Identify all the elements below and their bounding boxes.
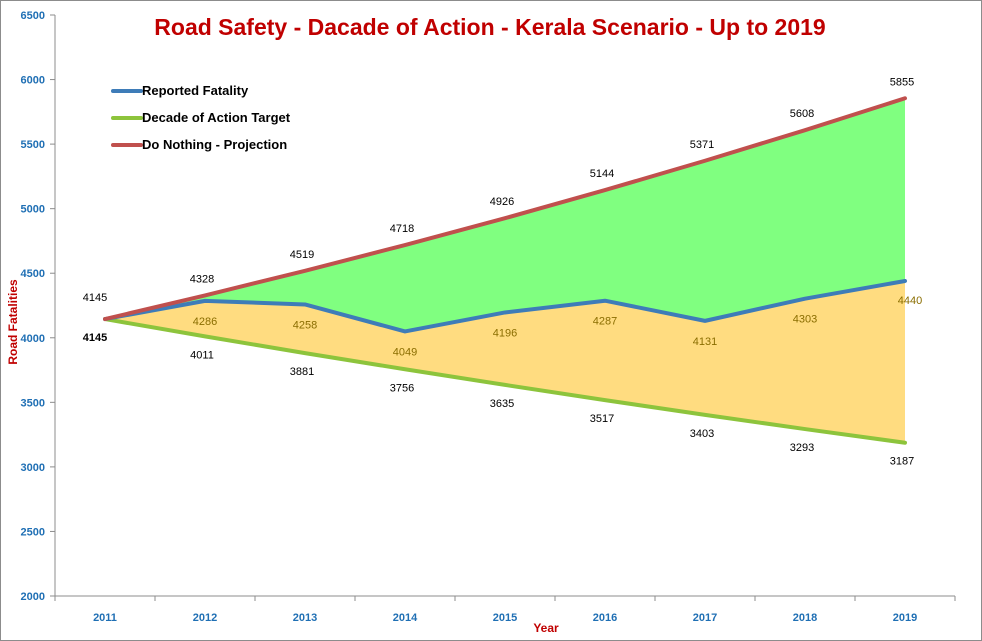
x-tick-label: 2011 <box>93 612 117 624</box>
y-tick-label: 4000 <box>21 333 45 345</box>
plot-area <box>103 96 907 445</box>
data-label-do-nothing: 4926 <box>490 196 514 208</box>
data-label-decade-target: 3635 <box>490 398 514 410</box>
data-label-do-nothing: 5144 <box>590 168 614 180</box>
data-label-decade-target: 3756 <box>390 382 414 394</box>
x-tick-label: 2013 <box>293 612 317 624</box>
x-tick-label: 2016 <box>593 612 617 624</box>
x-tick-label: 2014 <box>393 612 418 624</box>
y-tick-label: 2500 <box>21 526 45 538</box>
data-label-reported-fatality: 4440 <box>898 295 922 307</box>
legend-label: Reported Fatality <box>142 83 249 98</box>
axes: 2000 2500 3000 3500 4000 4500 5000 5500 6000 6500… <box>21 10 956 624</box>
data-label-decade-target: 3881 <box>290 366 314 378</box>
data-label-do-nothing: 5371 <box>690 139 714 151</box>
data-label-do-nothing: 4145 <box>83 292 107 304</box>
data-label-reported-fatality: 4303 <box>793 314 817 326</box>
data-label-do-nothing: 5855 <box>890 76 914 88</box>
y-tick-label: 4500 <box>21 268 45 280</box>
data-label-do-nothing: 4328 <box>190 273 214 285</box>
data-labels: 4145 4328 4519 4718 4926 5144 5371 5608 5855 4286… <box>83 76 922 467</box>
x-tick-label: 2012 <box>193 612 217 624</box>
series-line-reported-fatality <box>103 278 907 334</box>
y-tick-label: 3500 <box>21 397 45 409</box>
series-line-decade-target <box>103 317 907 445</box>
y-tick-label: 6500 <box>21 10 45 22</box>
x-tick-label: 2019 <box>893 612 917 624</box>
y-tick-label: 5000 <box>21 204 45 216</box>
data-label-decade-target: 4011 <box>190 349 214 361</box>
data-label-decade-target: 3403 <box>690 428 714 440</box>
x-tick-label: 2017 <box>693 612 717 624</box>
legend-label: Do Nothing - Projection <box>142 137 287 152</box>
legend: Reported Fatality Decade of Action Target… <box>111 83 291 152</box>
data-label-reported-fatality: 4049 <box>393 346 417 358</box>
x-tick-label: 2015 <box>493 612 517 624</box>
y-tick-label: 6000 <box>21 75 45 87</box>
data-label-reported-fatality: 4258 <box>293 319 317 331</box>
x-tick-label: 2018 <box>793 612 817 624</box>
data-label-do-nothing: 5608 <box>790 108 814 120</box>
x-axis-title: Year <box>533 621 559 635</box>
y-tick-label: 5500 <box>21 139 45 151</box>
data-label-reported-fatality: 4287 <box>593 316 617 328</box>
data-label-reported-fatality: 4196 <box>493 327 517 339</box>
data-label-do-nothing: 4519 <box>290 249 314 261</box>
legend-label: Decade of Action Target <box>142 110 291 125</box>
data-label-reported-fatality: 4131 <box>693 336 717 348</box>
data-label-reported-fatality: 4286 <box>193 316 217 328</box>
data-label-decade-target: 3187 <box>890 456 914 468</box>
y-axis-title: Road Fatalities <box>6 279 20 365</box>
data-label-decade-target: 4145 <box>83 332 107 344</box>
data-label-do-nothing: 4718 <box>390 223 414 235</box>
y-tick-label: 3000 <box>21 462 45 474</box>
series-line-do-nothing <box>103 96 907 322</box>
chart-title: Road Safety - Dacade of Action - Kerala … <box>154 14 825 40</box>
data-label-decade-target: 3517 <box>590 413 614 425</box>
data-label-decade-target: 3293 <box>790 442 814 454</box>
area-fill-projection-gap <box>105 98 905 332</box>
y-tick-label: 2000 <box>21 591 45 603</box>
